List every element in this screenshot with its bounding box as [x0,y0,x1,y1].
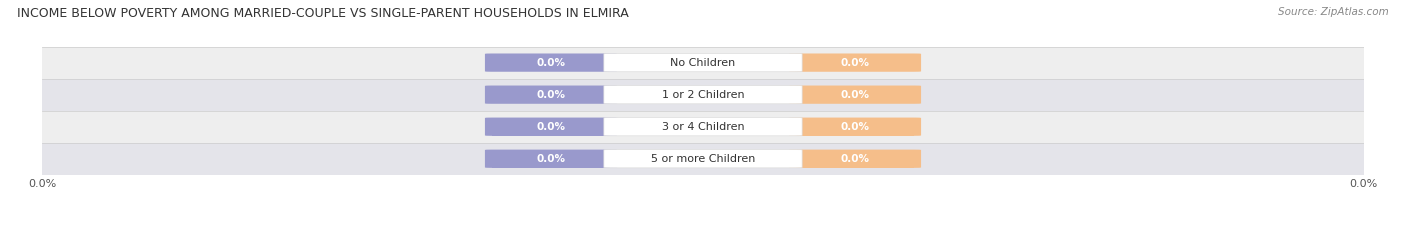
FancyBboxPatch shape [485,86,617,104]
Text: 0.0%: 0.0% [537,122,565,132]
Bar [42,143,1364,175]
Text: 0.0%: 0.0% [537,154,565,164]
Text: INCOME BELOW POVERTY AMONG MARRIED-COUPLE VS SINGLE-PARENT HOUSEHOLDS IN ELMIRA: INCOME BELOW POVERTY AMONG MARRIED-COUPL… [17,7,628,20]
Bar [42,79,1364,111]
Bar [796,118,914,136]
FancyBboxPatch shape [789,150,921,168]
Text: 0.0%: 0.0% [841,90,869,100]
Text: 0.0%: 0.0% [537,90,565,100]
Bar [796,86,914,103]
FancyBboxPatch shape [789,118,921,136]
Bar [492,54,610,72]
FancyBboxPatch shape [789,54,921,72]
Bar [492,86,610,103]
FancyBboxPatch shape [603,86,801,104]
Bar [492,150,610,168]
FancyBboxPatch shape [485,118,617,136]
FancyBboxPatch shape [603,54,801,72]
Bar [796,150,914,168]
Text: 0.0%: 0.0% [841,58,869,68]
Bar [42,111,1364,143]
Text: 0.0%: 0.0% [841,122,869,132]
FancyBboxPatch shape [485,150,617,168]
Text: 1 or 2 Children: 1 or 2 Children [662,90,744,100]
FancyBboxPatch shape [789,86,921,104]
Text: 3 or 4 Children: 3 or 4 Children [662,122,744,132]
Text: Source: ZipAtlas.com: Source: ZipAtlas.com [1278,7,1389,17]
Text: 5 or more Children: 5 or more Children [651,154,755,164]
Text: No Children: No Children [671,58,735,68]
Text: 0.0%: 0.0% [537,58,565,68]
FancyBboxPatch shape [603,118,801,136]
Bar [796,54,914,72]
FancyBboxPatch shape [603,150,801,168]
Text: 0.0%: 0.0% [841,154,869,164]
Bar [492,118,610,136]
FancyBboxPatch shape [485,54,617,72]
Bar [42,47,1364,79]
